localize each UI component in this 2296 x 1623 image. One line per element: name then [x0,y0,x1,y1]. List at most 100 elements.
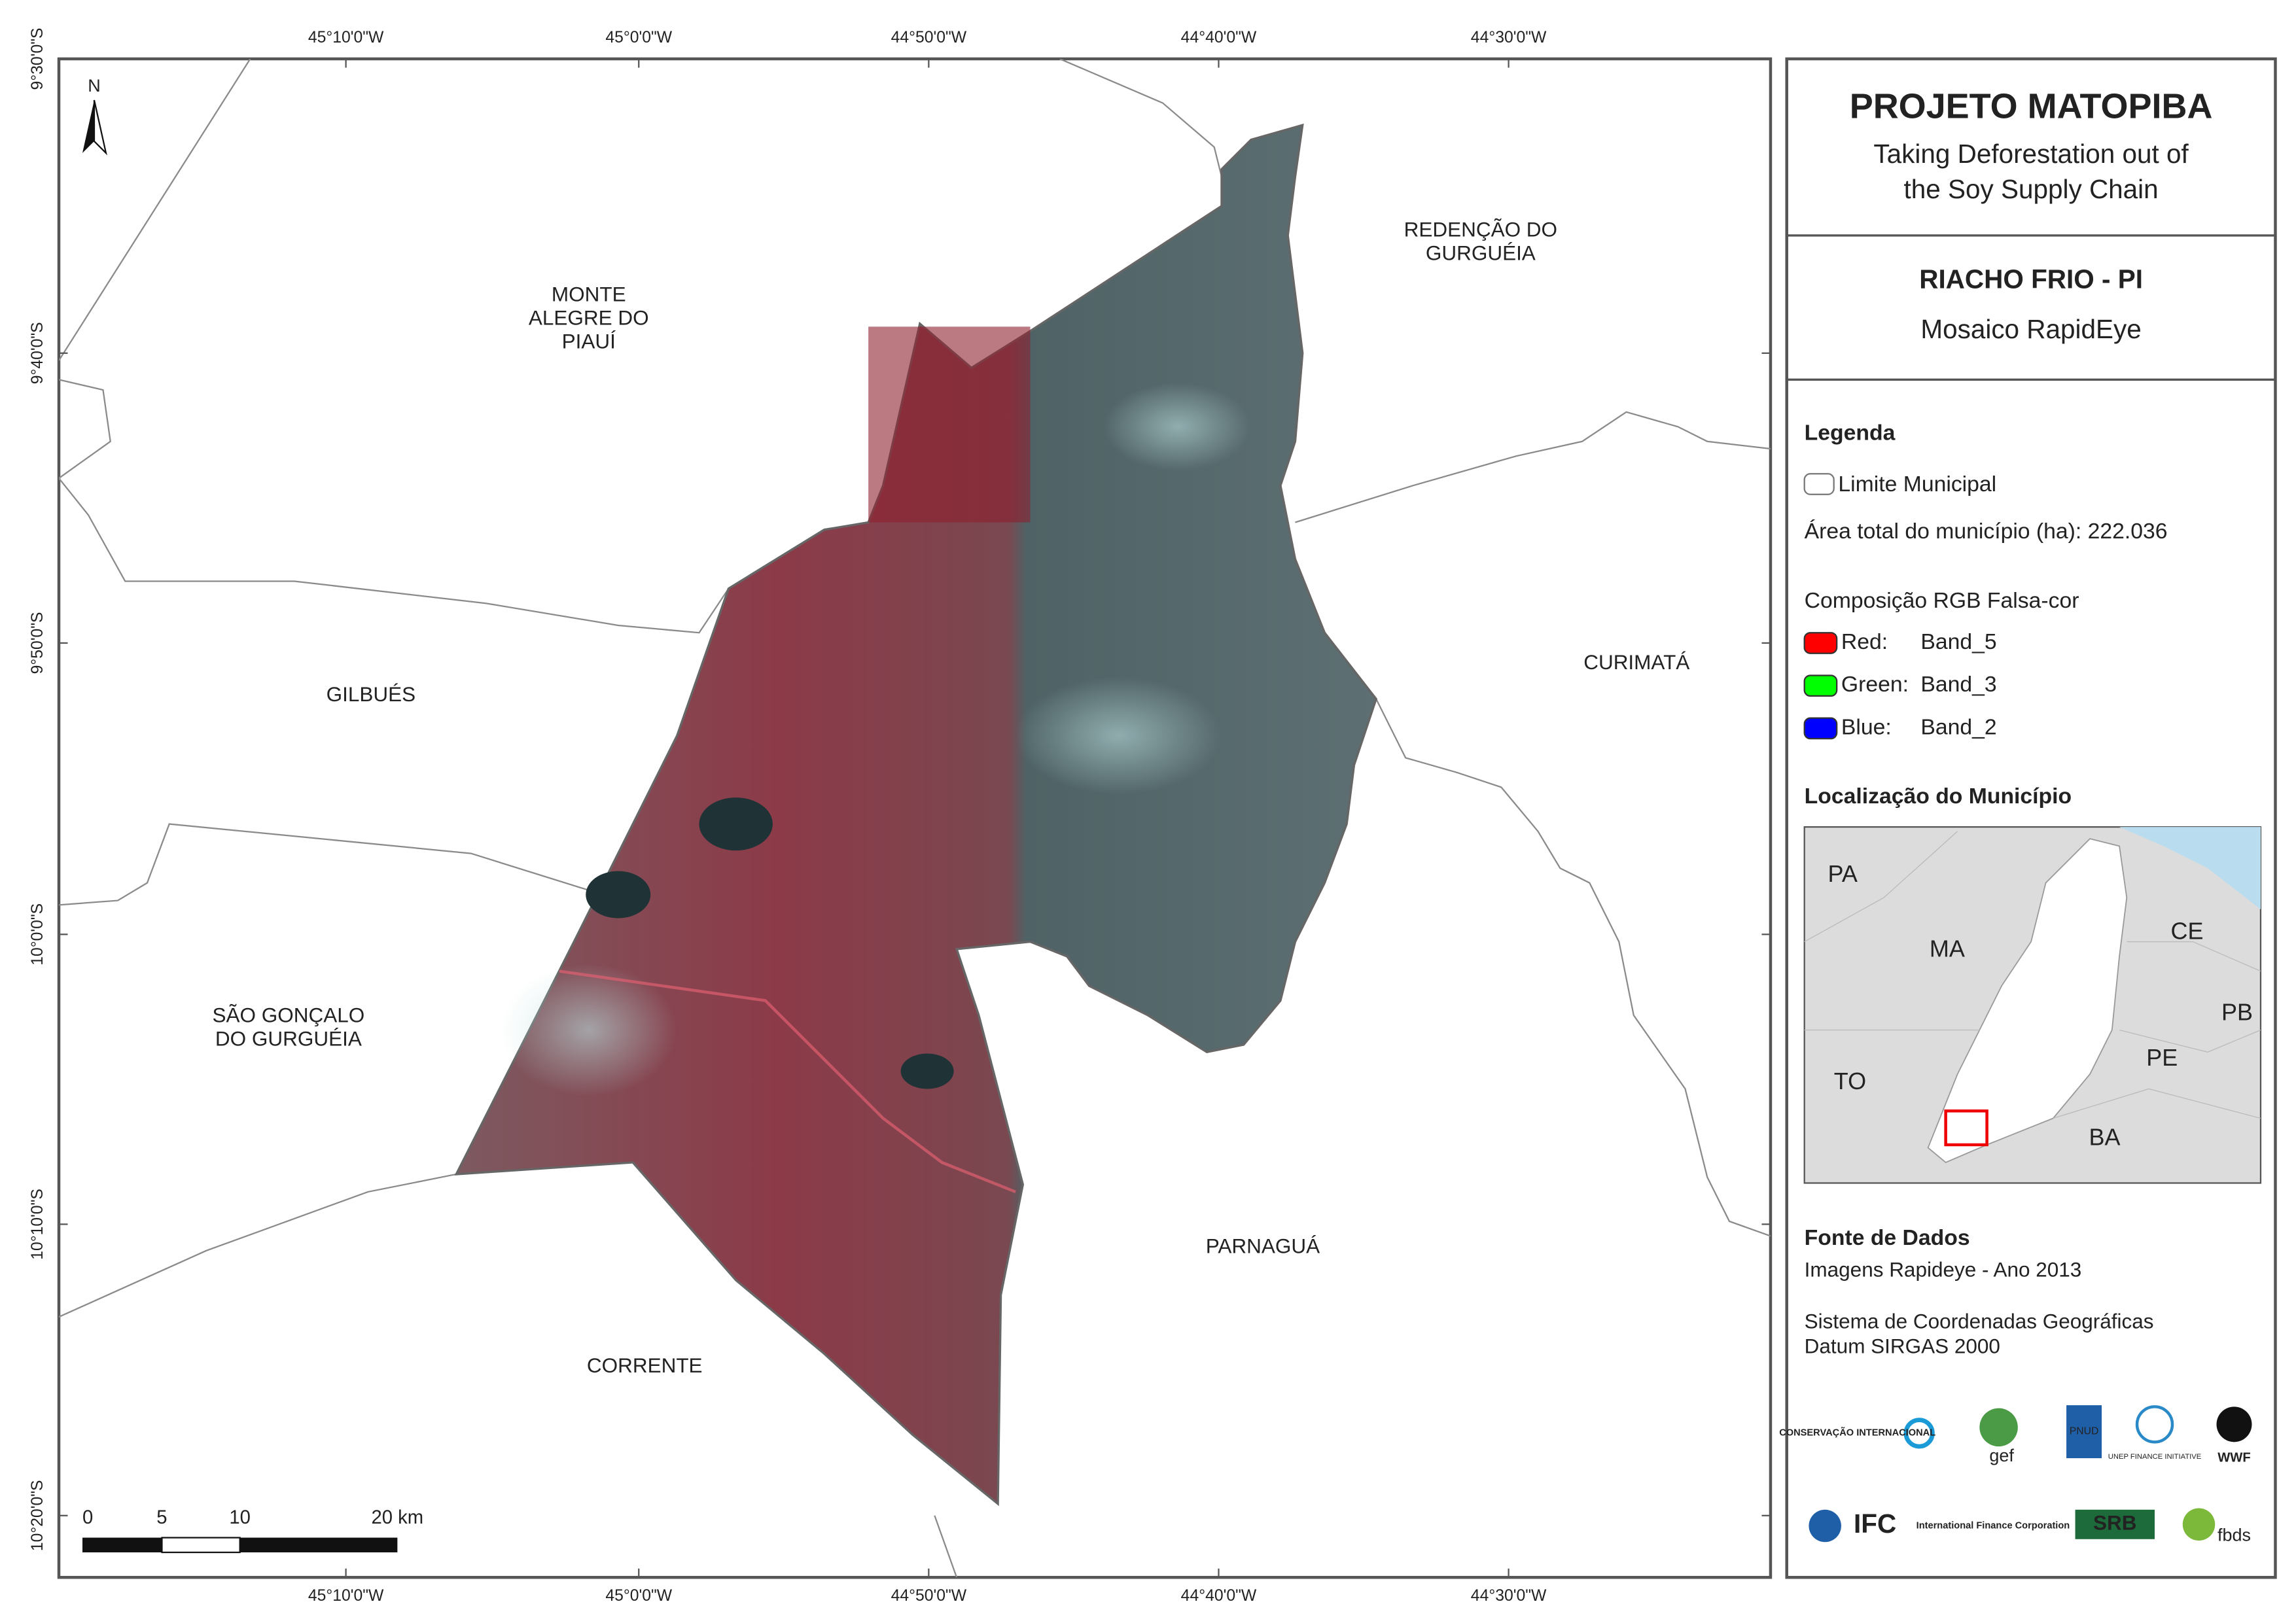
scale-label: 0 [82,1507,93,1528]
state-label: TO [1834,1068,1866,1094]
legend-swatch [1803,473,1835,495]
state-label: PE [2146,1044,2178,1071]
lat-label: 9°40'0"S [29,322,46,384]
inset-locator [1944,1109,1988,1147]
logo-mark [1979,1408,2018,1447]
sources-heading: Fonte de Dados [1805,1225,1970,1250]
band-label: Blue: [1841,714,1892,739]
place-label: ALEGRE DO [529,305,649,329]
image-texture [500,964,677,1096]
image-texture [900,1053,954,1089]
source-line: Sistema de Coordenadas Geográficas [1805,1309,2154,1333]
logo: WWF [2217,1450,2251,1465]
scale-segment [239,1537,398,1553]
area-total: Área total do município (ha): 222.036 [1805,519,2168,544]
band-swatch [1803,632,1838,654]
boundary [1295,411,1771,523]
lon-label: 44°30'0"W [1471,29,1547,46]
inset-boundary [1804,831,1958,943]
logo-mark [1809,1509,1841,1543]
band-name: Band_3 [1920,672,1996,697]
place-label: CURIMATÁ [1583,650,1689,674]
place-label: SÃO GONÇALO [213,1003,365,1027]
north-label: N [88,76,101,96]
rgb-heading: Composição RGB Falsa-cor [1805,588,2079,613]
band-name: Band_2 [1920,714,1996,739]
inset-ocean [2119,827,2261,910]
inset-state [1927,838,2128,1164]
state-label: BA [2089,1123,2121,1150]
place-label: PIAUÍ [562,329,616,353]
state-label: CE [2171,918,2204,945]
logo: SRB [2093,1511,2136,1535]
band-swatch [1803,717,1838,740]
boundary [1375,698,1771,1237]
source-line: Datum SIRGAS 2000 [1805,1335,2000,1358]
inset-labels: PA MA CE PB TO PE BA [1828,860,2253,1151]
logo: PNUD [2070,1426,2099,1437]
lon-label: 45°10'0"W [308,29,384,46]
logo: UNEP FINANCE INITIATIVE [2108,1453,2202,1461]
logo-mark [2075,1509,2155,1539]
band-label: Red: [1841,629,1888,654]
north-arrow [93,99,107,156]
place-label: MONTE [552,282,626,305]
lon-label: 45°0'0"W [605,1587,672,1605]
lon-label: 45°10'0"W [308,1587,384,1605]
logo: CONSERVAÇÃO INTERNACIONAL [1779,1427,1935,1439]
state-label: PA [1828,860,1858,887]
graticule-labels: 45°10'0"W 45°10'0"W 45°0'0"W 45°0'0"W 44°50'… [29,28,1796,1605]
scale-label: 20 km [372,1507,424,1528]
panel-title: PROJETO MATOPIBA [1850,87,2213,126]
inset-boundary [2053,1088,2261,1119]
area-subtitle: Mosaico RapidEye [1920,314,2141,344]
lat-label: 10°20'0"S [29,1480,46,1551]
lon-label: 44°50'0"W [891,29,967,46]
logo: International Finance Corporation [1916,1520,2070,1531]
band-swatch [1803,674,1838,697]
logo-mark [1903,1418,1935,1449]
logo-mark [2066,1405,2102,1459]
state-label: PB [2221,998,2253,1025]
inset-boundaries [1804,831,2261,1119]
band-legend: Red: Band_5 Green: Band_3 Blue: Band_2 [1803,629,1997,740]
location-heading: Localização do Município [1805,784,2072,809]
lat-label: 10°10'0"S [29,1189,46,1260]
lon-label: 44°40'0"W [1181,1587,1257,1605]
boundary [59,58,251,361]
lat-label: 10°0'0"S [29,903,46,966]
inset-boundary [2127,941,2261,972]
scale-segment [161,1537,241,1554]
source-line: Imagens Rapideye - Ano 2013 [1805,1258,2082,1282]
place-label: CORRENTE [587,1353,703,1377]
side-panel [1785,57,2277,1579]
place-label: GURGUÉIA [1426,241,1536,264]
logo-mark [2182,1508,2216,1541]
legend-label: Limite Municipal [1838,472,1996,497]
place-label: GILBUÉS [327,682,415,706]
logo-mark [2216,1406,2252,1442]
inset-boundary [2119,1029,2261,1053]
lon-label: 44°50'0"W [891,1587,967,1605]
image-texture [1016,676,1222,795]
lat-label: 9°30'0"S [29,28,46,90]
band-name: Band_5 [1920,629,1996,654]
logo: fbds [2217,1525,2251,1544]
lon-label: 44°40'0"W [1181,29,1257,46]
boundary [934,1515,958,1578]
place-label: DO GURGUÉIA [215,1027,362,1051]
state-label: MA [1930,935,1965,962]
image-texture [1104,382,1251,471]
logo: gef [1989,1446,2014,1465]
scale-segment [82,1537,162,1553]
image-texture [586,871,651,918]
panel-subtitle: Taking Deforestation out of [1873,139,2189,169]
lon-label: 44°30'0"W [1471,1587,1547,1605]
image-texture [559,969,1016,1194]
boundary [59,823,590,906]
image-texture [699,797,773,851]
